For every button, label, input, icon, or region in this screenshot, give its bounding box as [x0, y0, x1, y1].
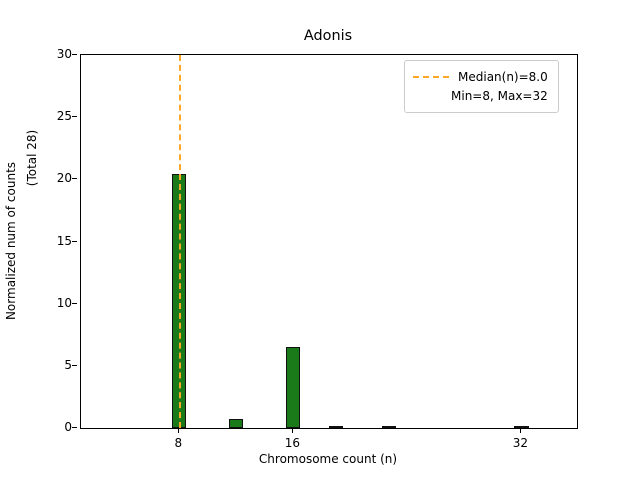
median-line-layer: [81, 55, 577, 428]
x-tick-label: 32: [512, 436, 529, 450]
legend-item-median: Median(n)=8.0: [413, 67, 548, 86]
bar: [286, 347, 301, 428]
y-tick-mark: [72, 116, 77, 118]
x-tick-label: 8: [174, 436, 183, 450]
y-tick-mark: [72, 240, 77, 242]
bar: [514, 425, 529, 428]
bar: [381, 425, 396, 428]
x-axis-ticks: 8 16 32: [80, 428, 576, 452]
legend: Median(n)=8.0 Min=8, Max=32: [404, 60, 559, 113]
median-line: [179, 55, 182, 428]
y-tick-label: 5: [64, 357, 72, 372]
legend-label-minmax: Min=8, Max=32: [451, 88, 548, 103]
y-tick-label: 0: [64, 420, 72, 434]
legend-label-median: Median(n)=8.0: [458, 69, 548, 84]
bar: [229, 419, 244, 428]
y-tick-label: 25: [56, 109, 72, 124]
y-tick-label: 10: [56, 295, 72, 310]
plot-area: [80, 54, 578, 429]
y-tick-label: 15: [56, 233, 72, 248]
y-tick-label: 30: [56, 47, 72, 61]
bars-layer: [81, 55, 577, 428]
y-tick-label: 20: [56, 171, 72, 186]
y-axis-ticks: 0 5 10 15 20 25 30: [8, 47, 77, 434]
bar: [329, 425, 344, 428]
page-title: Adonis: [303, 28, 353, 44]
legend-item-minmax: Min=8, Max=32: [413, 86, 548, 105]
y-tick-mark: [72, 178, 77, 180]
bar: [172, 174, 187, 428]
x-axis-label: Chromosome count (n): [258, 452, 398, 466]
x-tick-label: 16: [284, 436, 300, 450]
dashed-line-icon: [413, 71, 449, 83]
y-tick-mark: [72, 54, 77, 55]
y-tick-mark: [72, 364, 77, 366]
x-tick-mark: [520, 428, 522, 433]
x-tick-mark: [292, 428, 294, 433]
y-tick-mark: [72, 427, 77, 428]
x-tick-mark: [178, 428, 180, 433]
y-tick-mark: [72, 302, 77, 304]
